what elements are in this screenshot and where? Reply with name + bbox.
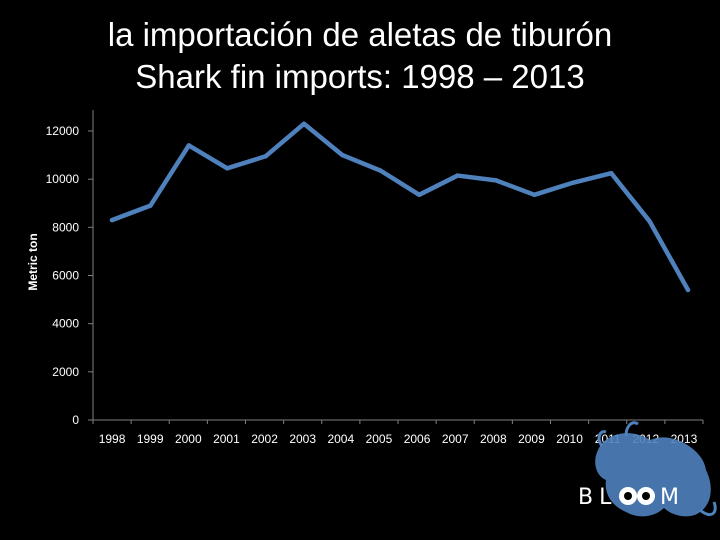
chart-title: la importación de aletas de tiburón Shar… [0, 14, 720, 98]
x-tick-label: 2003 [289, 432, 316, 446]
data-point [109, 217, 115, 223]
series-line [109, 121, 691, 293]
data-point [263, 154, 268, 159]
series-layer [109, 121, 691, 293]
y-tick-label: 4000 [52, 317, 79, 331]
x-tick-label: 2007 [442, 432, 469, 446]
y-tick-label: 12000 [46, 124, 80, 138]
data-point [417, 192, 422, 198]
x-tick-label: 2002 [251, 432, 278, 446]
data-point [532, 192, 537, 198]
x-tick-label: 2004 [327, 432, 354, 446]
y-tick-label: 6000 [52, 269, 79, 283]
logo-text-left: BL [578, 485, 617, 510]
data-point [301, 121, 307, 126]
data-point [340, 152, 345, 158]
logo-text-right: M [660, 485, 685, 510]
data-point [609, 170, 614, 176]
y-tick-label: 8000 [52, 220, 79, 234]
data-point [570, 180, 575, 185]
chart-axes [92, 110, 703, 421]
x-tick-label: 1999 [137, 432, 164, 446]
x-tick-label: 2006 [404, 432, 431, 446]
bloom-logo: BL M [578, 421, 717, 517]
data-point [186, 143, 191, 148]
y-ticks: 0 2000 4000 6000 8000 10000 12000 [46, 124, 93, 427]
data-point [225, 166, 230, 171]
y-tick-label: 0 [72, 413, 79, 427]
title-english: Shark fin imports: 1998 – 2013 [135, 58, 585, 95]
y-tick-label: 10000 [46, 172, 80, 186]
x-tick-label: 2008 [480, 432, 507, 446]
x-ticks: 1998 1999 2000 2001 2002 2003 2004 2005 2006 2007… [92, 420, 704, 446]
data-point [493, 178, 499, 183]
x-tick-label: 2010 [556, 432, 583, 446]
x-tick-label: 2009 [518, 432, 545, 446]
x-tick-label: 1998 [99, 432, 126, 446]
data-point [455, 173, 460, 178]
data-point [148, 203, 153, 208]
data-point [685, 287, 691, 293]
y-tick-label: 2000 [52, 365, 79, 379]
data-point [647, 219, 652, 224]
y-axis-label: Metric ton [26, 233, 40, 290]
x-tick-label: 2001 [213, 432, 240, 446]
x-tick-label: 2000 [175, 432, 202, 446]
x-tick-label: 2005 [366, 432, 393, 446]
data-point [378, 168, 383, 173]
title-spanish: la importación de aletas de tiburón [107, 16, 613, 53]
